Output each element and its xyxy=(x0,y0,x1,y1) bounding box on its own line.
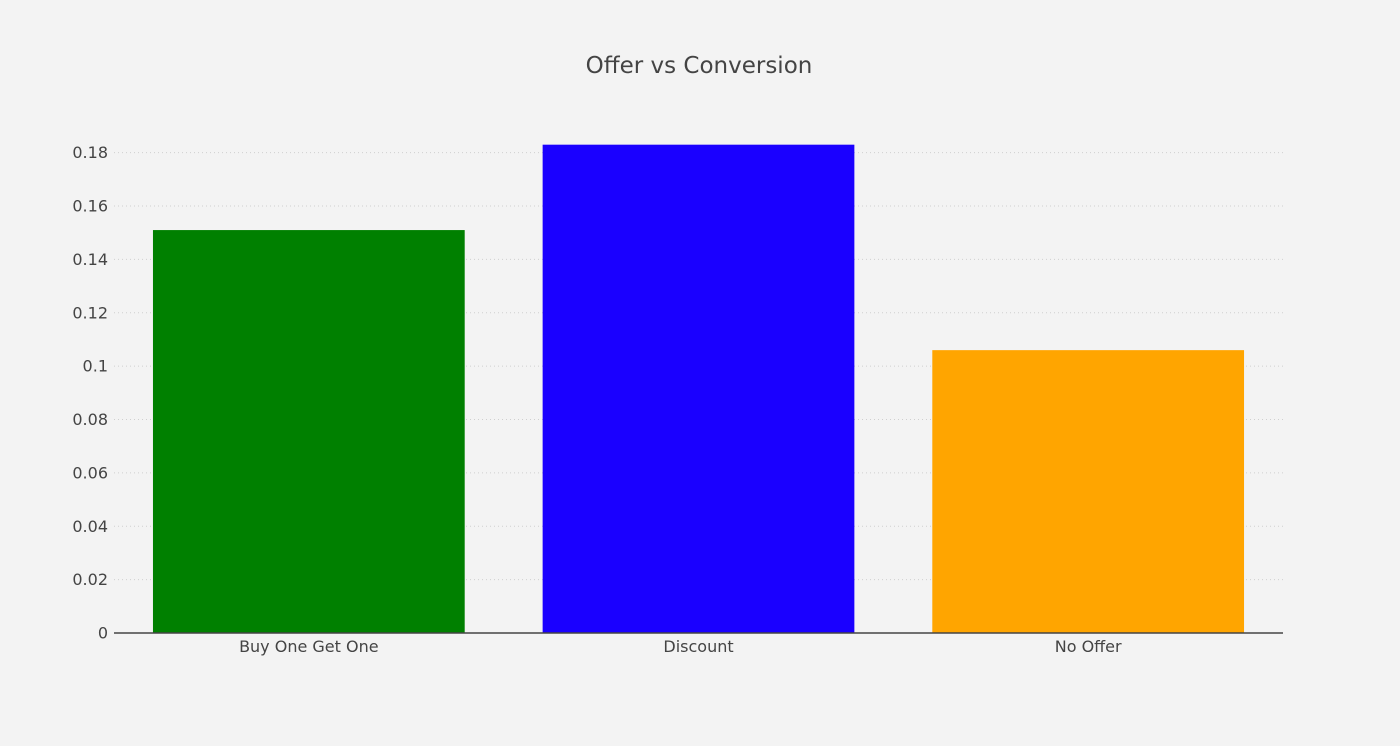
bar-discount[interactable] xyxy=(542,144,855,633)
y-tick-label: 0.18 xyxy=(72,143,108,162)
y-tick-label: 0.06 xyxy=(72,463,108,482)
x-tick-label: Discount xyxy=(663,637,733,656)
y-tick-label: 0.16 xyxy=(72,197,108,216)
axes: 0 0.02 0.04 0.06 0.08 0.1 0.12 0.14 0.16 0.18 Buy … xyxy=(72,143,1283,656)
chart-title: Offer vs Conversion xyxy=(586,53,813,79)
y-tick-label: 0.12 xyxy=(72,303,108,322)
y-tick-label: 0.08 xyxy=(72,410,108,429)
y-tick-label: 0.1 xyxy=(83,357,108,376)
x-tick-label: Buy One Get One xyxy=(239,637,379,656)
y-tick-label: 0.02 xyxy=(72,570,108,589)
y-tick-label: 0.04 xyxy=(72,517,108,536)
x-tick-label: No Offer xyxy=(1055,637,1122,656)
bar-buy-one-get-one[interactable] xyxy=(152,230,465,633)
bars xyxy=(152,144,1245,633)
y-tick-label: 0 xyxy=(98,624,108,643)
y-tick-label: 0.14 xyxy=(72,250,108,269)
bar-no-offer[interactable] xyxy=(932,350,1245,633)
